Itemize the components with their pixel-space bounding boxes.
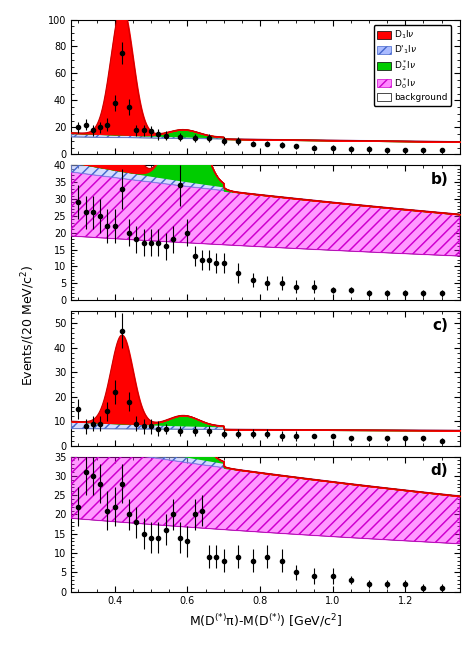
Text: a): a) — [431, 26, 448, 41]
Text: c): c) — [432, 318, 448, 333]
Legend: D$_1$l$\nu$, D$'_1$l$\nu$, D$^*_2$l$\nu$, D$^*_0$l$\nu$, background: D$_1$l$\nu$, D$'_1$l$\nu$, D$^*_2$l$\nu$… — [374, 25, 451, 105]
X-axis label: M(D$^{(*)}$π)-M(D$^{(*)}$) [GeV/c$^2$]: M(D$^{(*)}$π)-M(D$^{(*)}$) [GeV/c$^2$] — [189, 612, 342, 629]
Text: Events/(20 MeV/c$^2$): Events/(20 MeV/c$^2$) — [19, 265, 36, 385]
Text: d): d) — [430, 463, 448, 478]
Text: b): b) — [430, 172, 448, 187]
